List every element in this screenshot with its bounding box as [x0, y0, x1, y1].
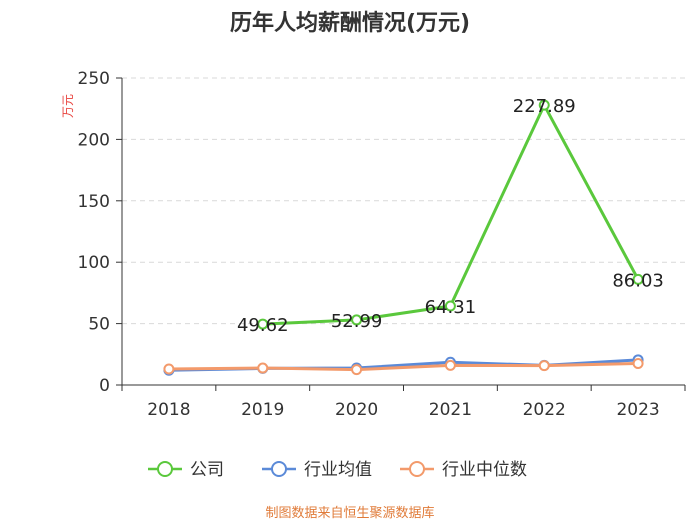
y-tick-label: 250 — [78, 69, 110, 89]
data-point — [163, 363, 175, 375]
x-tick-label: 2019 — [241, 400, 284, 420]
y-tick-label: 200 — [78, 130, 110, 150]
data-label: 52.99 — [331, 311, 383, 332]
x-tick-label: 2022 — [523, 400, 566, 420]
chart-title: 历年人均薪酬情况(万元) — [230, 10, 470, 36]
y-tick-label: 100 — [78, 253, 110, 273]
data-label: 49.62 — [237, 315, 289, 336]
series-line-2 — [168, 362, 639, 372]
source-note: 制图数据来自恒生聚源数据库 — [265, 505, 434, 521]
legend-item-0: 公司 — [148, 460, 224, 480]
axes: 0 50 100 150 200 250 2018 2019 2020 2021 2022 2023 — [78, 69, 686, 420]
data-point — [351, 314, 363, 326]
data-point — [444, 300, 456, 312]
data-point — [351, 364, 363, 376]
y-tick-label: 150 — [78, 192, 110, 212]
data-point — [257, 362, 269, 374]
legend-marker — [157, 461, 173, 477]
x-tick-label: 2023 — [616, 400, 659, 420]
legend-marker — [409, 461, 425, 477]
data-label: 64.31 — [425, 297, 477, 318]
data-label: 227.89 — [513, 96, 576, 117]
legend-label: 行业均值 — [304, 460, 372, 480]
y-tick-label: 0 — [99, 376, 110, 396]
x-tick-label: 2018 — [147, 400, 190, 420]
series-group — [163, 99, 644, 376]
series-line-0 — [262, 103, 640, 326]
legend-marker — [271, 461, 287, 477]
y-tick-label: 50 — [88, 315, 110, 335]
legend-label: 公司 — [190, 460, 224, 480]
legend-item-1: 行业均值 — [262, 460, 372, 480]
legend-item-2: 行业中位数 — [400, 460, 527, 480]
data-point — [257, 318, 269, 330]
x-tick-label: 2021 — [429, 400, 472, 420]
legend-label: 行业中位数 — [442, 460, 527, 480]
legend: 公司 行业均值 行业中位数 — [148, 460, 527, 480]
data-point — [538, 99, 550, 111]
y-axis-label: 万元 — [61, 94, 75, 118]
data-labels: 49.62 52.99 64.31 227.89 86.03 — [237, 96, 664, 336]
data-label: 86.03 — [612, 270, 664, 291]
data-point — [538, 360, 550, 372]
data-point — [632, 273, 644, 285]
x-tick-label: 2020 — [335, 400, 378, 420]
data-point — [632, 358, 644, 370]
grid-lines — [122, 77, 685, 325]
data-point — [444, 359, 456, 371]
